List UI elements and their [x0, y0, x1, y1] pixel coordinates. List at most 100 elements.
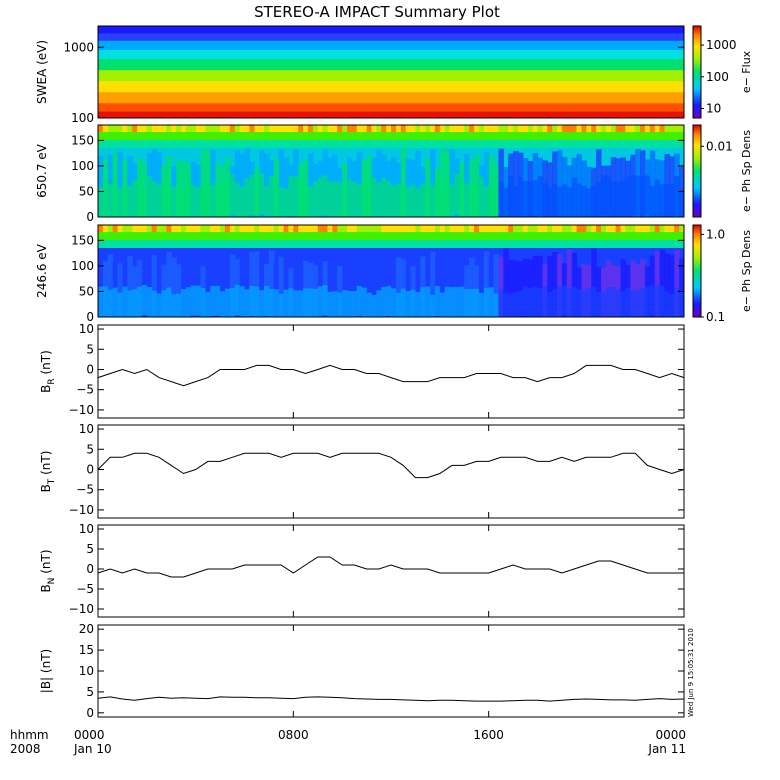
spectrogram-cell: [307, 288, 314, 317]
spectrogram-cell: [356, 240, 363, 248]
spectrogram-cell: [371, 140, 377, 148]
spectrogram-cell: [151, 181, 158, 217]
spectrogram-cell: [591, 286, 597, 317]
spectrogram-cell: [674, 249, 680, 317]
spectrogram-cell: [464, 183, 470, 217]
spectrogram-cell: [434, 175, 441, 216]
spectrogram-cell: [649, 125, 656, 132]
spectrogram-cell: [576, 132, 583, 140]
spectrogram-cell: [98, 125, 104, 132]
spectrogram-cell: [405, 240, 412, 248]
spectrogram-cell: [625, 176, 631, 217]
spectrogram-cell: [166, 232, 172, 240]
spectrogram-cell: [322, 225, 329, 232]
spectrogram-cell: [239, 286, 246, 317]
spectrogram-cell: [361, 174, 368, 215]
spectrogram-cell: [400, 125, 407, 132]
spectrogram-cell: [469, 288, 475, 317]
spectrogram-cell: [102, 177, 109, 217]
spectrogram-cell: [395, 140, 402, 148]
spectrogram-cell: [244, 178, 250, 217]
spectrogram-cell: [474, 240, 480, 248]
spectrogram-cell: [249, 140, 255, 148]
spectrogram-cell: [381, 225, 387, 232]
spectrogram-cell: [351, 256, 358, 317]
spectrogram-cell: [205, 125, 211, 132]
spectrogram-cell: [547, 291, 553, 317]
spectrogram-cell: [234, 140, 241, 148]
spectrogram-cell: [391, 140, 397, 148]
spectrogram-cell: [210, 240, 216, 248]
spectrogram-cell: [224, 225, 231, 232]
spectrogram-cell: [625, 287, 631, 317]
spectrogram-cell: [405, 225, 412, 232]
spectrogram-cell: [98, 225, 104, 232]
spectrogram-cell: [498, 181, 504, 217]
spectrogram-cell: [293, 132, 299, 140]
spectrogram-cell: [654, 250, 661, 317]
spectrogram-cell: [127, 125, 133, 132]
spectrogram-cell: [449, 149, 456, 217]
spectrogram-cell: [488, 125, 495, 132]
spectrogram-cell: [249, 225, 255, 232]
spectrogram-cell: [557, 285, 563, 316]
spectrogram-cell: [488, 240, 495, 248]
spectrogram-cell: [430, 184, 436, 217]
spectrogram-cell: [532, 286, 539, 317]
spectrogram-frame: [97, 124, 685, 218]
spectrogram-cell: [137, 240, 143, 248]
spectrogram-cell: [483, 152, 490, 217]
spectrogram-cell: [239, 232, 246, 240]
y-tick-label: 5: [86, 342, 94, 356]
spectrogram-cell: [356, 225, 363, 232]
spectrogram-cell: [620, 240, 626, 248]
spectrogram-cell: [566, 132, 573, 140]
spectrogram-cell: [107, 232, 114, 240]
spectrogram-cell: [249, 251, 255, 317]
spectrogram-cell: [469, 125, 475, 132]
spectrogram-cell: [591, 186, 597, 217]
spectrogram-cell: [391, 225, 397, 232]
spectrogram-cell: [449, 184, 456, 217]
spectrogram-cell: [288, 132, 294, 140]
spectrogram-cell: [478, 140, 485, 148]
spectrogram-cell: [513, 125, 519, 132]
spectrogram-cell: [181, 289, 187, 317]
spectrogram-cell: [630, 260, 636, 317]
spectrogram-cell: [591, 240, 597, 248]
spectrogram-cell: [600, 140, 607, 148]
spectrogram-cell: [386, 240, 392, 248]
y-tick-label: 10: [79, 422, 94, 436]
spectrogram-cell: [166, 184, 172, 217]
spectrogram-cell: [351, 240, 358, 248]
spectrogram-cell: [264, 232, 270, 240]
spectrogram-cell: [249, 125, 255, 132]
spectrogram-cell: [371, 240, 377, 248]
spectrogram-cell: [415, 125, 421, 132]
spectrogram-cell: [493, 225, 500, 232]
spectrogram-cell: [664, 225, 670, 232]
spectrogram-cell: [586, 188, 592, 217]
spectrogram-cell: [395, 225, 402, 232]
spectrogram-cell: [278, 140, 285, 148]
spectrogram-cell: [312, 125, 319, 132]
spectrogram-cell: [229, 225, 236, 232]
spectrogram-cell: [537, 255, 543, 317]
spectrogram-cell: [361, 225, 368, 232]
spectrogram-cell: [307, 186, 314, 217]
spectrogram-cell: [576, 140, 583, 148]
spectrogram-cell: [513, 150, 519, 217]
spectrogram-cell: [571, 140, 578, 148]
spectrogram-band: [98, 49, 684, 61]
time-tick-label: 0000: [655, 728, 686, 742]
y-tick-label: 5: [86, 542, 94, 556]
spectrogram-cell: [376, 290, 382, 317]
spectrogram-image: [98, 125, 684, 217]
spectrogram-cell: [547, 240, 553, 248]
spectrogram-cell: [220, 132, 226, 140]
spectrogram-cell: [635, 140, 641, 148]
spectrogram-cell: [366, 178, 373, 217]
spectrogram-cell: [322, 285, 329, 316]
